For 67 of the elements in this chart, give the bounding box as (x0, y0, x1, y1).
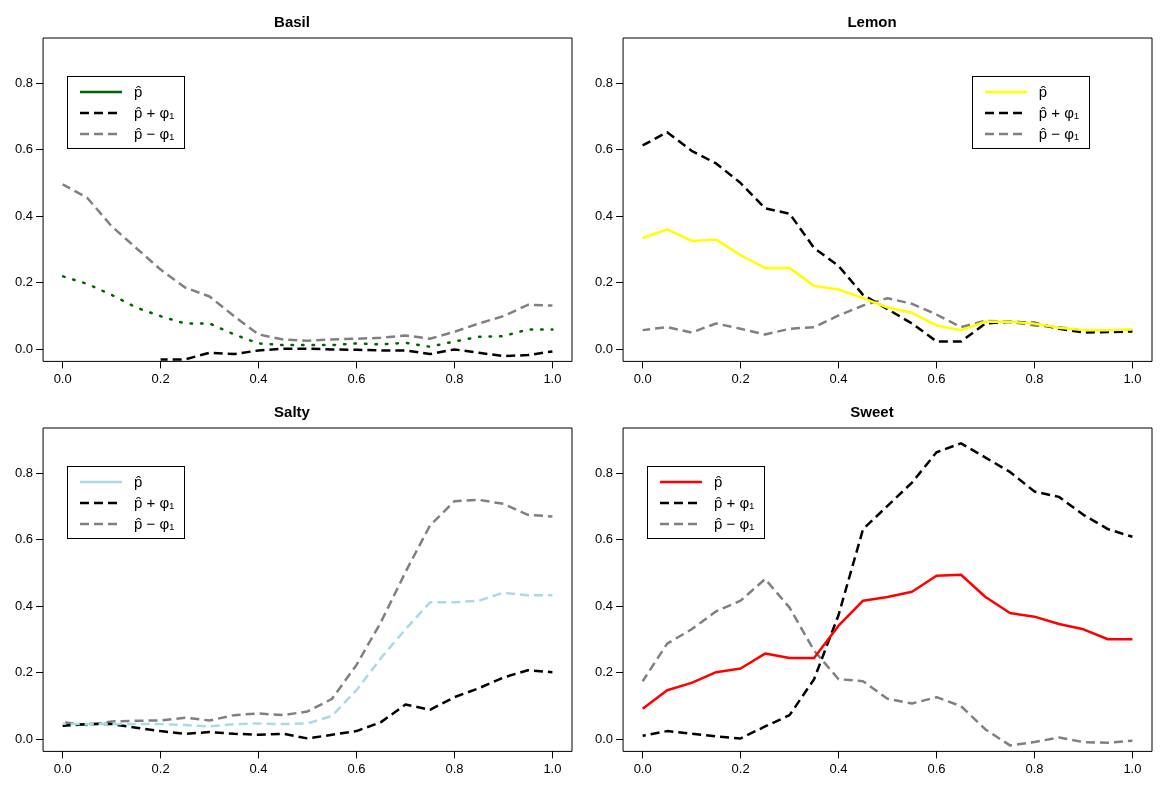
x-tick-label: 0.2 (731, 370, 750, 386)
y-tick-label: 0.6 (14, 531, 34, 547)
legend-label: p̂ + φ₁ (134, 103, 175, 123)
y-tick-label: 0.2 (594, 664, 614, 680)
x-tick-label: 0.8 (445, 370, 464, 386)
y-tick-label: 0.0 (594, 731, 614, 746)
x-tick-label: 0.4 (829, 760, 848, 776)
line-series (61, 668, 554, 740)
x-tick-label: 0.8 (445, 760, 464, 776)
line-series (641, 577, 1134, 747)
line-series (61, 591, 554, 728)
legend-label: p̂ − φ₁ (134, 124, 175, 144)
y-tick-label: 0.4 (594, 597, 614, 613)
line-series (641, 130, 1134, 343)
x-tick-label: 0.0 (633, 370, 652, 386)
x-tick-label: 0.2 (151, 370, 170, 386)
y-tick-label: 0.2 (594, 274, 614, 290)
chart-title: Basil (274, 13, 310, 31)
y-tick-label: 0.4 (14, 597, 34, 613)
chart-title: Lemon (847, 13, 897, 31)
line-series (61, 183, 554, 343)
x-tick-label: 0.8 (1025, 370, 1044, 386)
y-tick-label: 0.0 (594, 341, 614, 356)
x-tick-label: 1.0 (1123, 760, 1142, 776)
y-tick-label: 0.4 (594, 207, 614, 223)
chart-title: Salty (274, 403, 311, 421)
y-tick-label: 0.8 (594, 464, 614, 480)
legend-label: p̂ (134, 472, 143, 492)
x-tick-label: 0.2 (731, 760, 750, 776)
y-tick-label: 0.8 (14, 464, 34, 480)
y-tick-label: 0.0 (14, 731, 34, 746)
x-tick-label: 1.0 (543, 370, 562, 386)
legend-label: p̂ − φ₁ (1038, 124, 1079, 144)
legend-label: p̂ (1038, 82, 1048, 102)
y-tick-label: 0.6 (594, 141, 614, 157)
x-tick-label: 1.0 (543, 760, 562, 776)
x-tick-label: 0.4 (829, 370, 848, 386)
legend-label: p̂ + φ₁ (134, 493, 175, 513)
x-tick-label: 1.0 (1123, 370, 1142, 386)
y-tick-label: 0.8 (14, 74, 34, 90)
x-tick-label: 0.0 (53, 760, 72, 776)
legend-label: p̂ (134, 82, 143, 102)
x-tick-label: 0.8 (1025, 760, 1044, 776)
line-series (641, 442, 1134, 740)
x-tick-label: 0.6 (347, 760, 366, 776)
legend-label: p̂ + φ₁ (714, 493, 755, 513)
chart-title: Sweet (850, 403, 894, 421)
y-tick-label: 0.8 (594, 74, 614, 90)
y-tick-label: 0.0 (14, 341, 34, 356)
y-tick-label: 0.4 (14, 207, 34, 223)
legend-label: p̂ − φ₁ (714, 514, 755, 534)
x-tick-label: 0.6 (927, 760, 946, 776)
x-tick-label: 0.4 (249, 370, 268, 386)
y-tick-label: 0.2 (14, 664, 34, 680)
x-tick-label: 0.2 (151, 760, 170, 776)
x-tick-label: 0.6 (347, 370, 366, 386)
x-tick-label: 0.0 (633, 760, 652, 776)
x-tick-label: 0.4 (249, 760, 268, 776)
y-tick-label: 0.6 (14, 141, 34, 157)
y-tick-label: 0.2 (14, 274, 34, 290)
y-tick-label: 0.6 (594, 531, 614, 547)
x-tick-label: 0.6 (927, 370, 946, 386)
legend-label: p̂ + φ₁ (1038, 103, 1079, 123)
line-series (61, 274, 554, 349)
legend-label: p̂ − φ₁ (134, 514, 175, 534)
legend-label: p̂ (714, 472, 723, 492)
x-tick-label: 0.0 (53, 370, 72, 386)
